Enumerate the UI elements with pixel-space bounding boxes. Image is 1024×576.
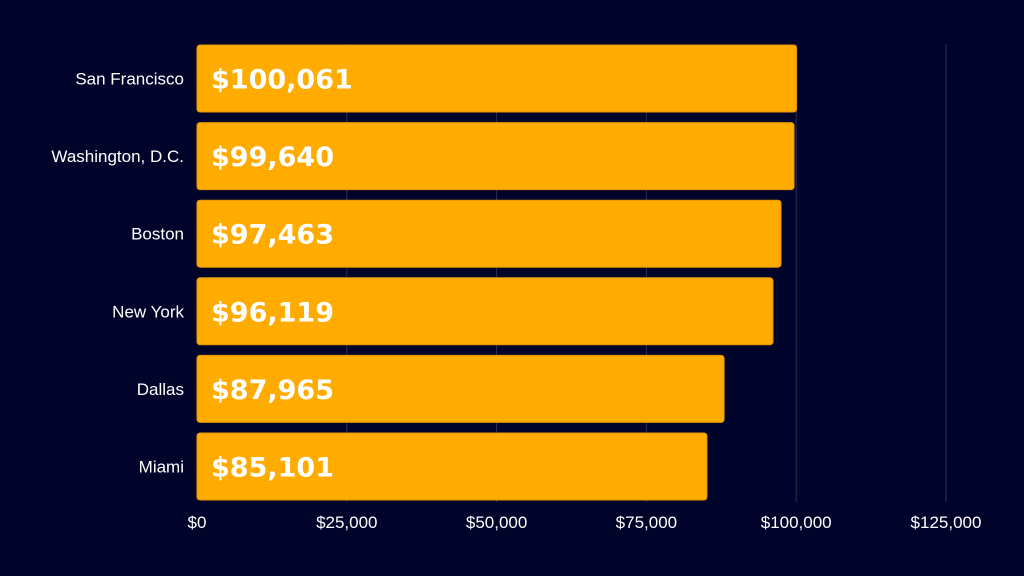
- x-tick-label: $125,000: [911, 513, 982, 532]
- value-label: $100,061: [211, 65, 353, 96]
- category-label: Dallas: [137, 380, 184, 399]
- x-tick-label: $100,000: [761, 513, 832, 532]
- value-label: $97,463: [211, 220, 334, 251]
- x-tick-label: $50,000: [466, 513, 527, 532]
- bar: [196, 277, 774, 346]
- x-tick-label: $0: [188, 513, 207, 532]
- x-axis-tick-labels: $0 $25,000 $50,000 $75,000 $100,000 $125,000: [188, 513, 982, 532]
- category-label: Washington, D.C.: [51, 147, 184, 166]
- bar: [196, 122, 795, 191]
- value-label: $87,965: [211, 375, 334, 406]
- bars: [196, 44, 798, 501]
- value-label: $96,119: [211, 297, 334, 328]
- value-label: $99,640: [211, 142, 334, 173]
- x-tick-label: $25,000: [316, 513, 377, 532]
- bar: [196, 354, 725, 423]
- category-label: San Francisco: [75, 70, 184, 89]
- value-labels: $100,061 $99,640 $97,463 $96,119 $87,965 $85,…: [211, 65, 353, 484]
- category-label: Miami: [139, 458, 184, 477]
- category-label: Boston: [131, 225, 184, 244]
- x-tick-label: $75,000: [616, 513, 677, 532]
- gridlines: [346, 44, 947, 502]
- bar: [196, 432, 708, 501]
- category-label: New York: [112, 302, 184, 321]
- bar: [196, 44, 798, 113]
- bar: [196, 199, 782, 268]
- value-label: $85,101: [211, 453, 334, 484]
- category-labels: San Francisco Washington, D.C. Boston New Y…: [51, 70, 184, 477]
